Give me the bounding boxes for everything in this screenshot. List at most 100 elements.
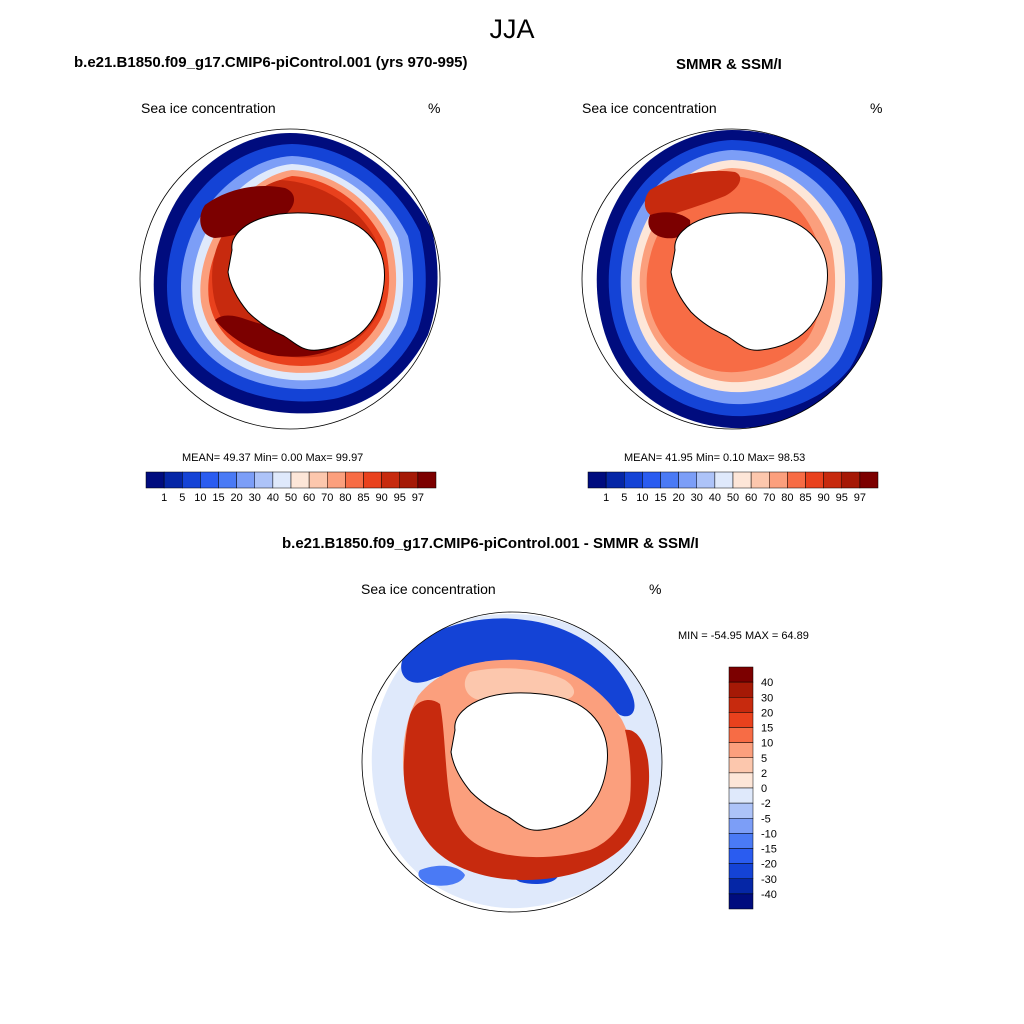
panel-3-colorbar-tick-label: -15: [761, 844, 777, 856]
panel-1-colorbar-tick-label: 15: [212, 492, 224, 504]
panel-1-colorbar-tick-label: 40: [267, 492, 279, 504]
panel-1-colorbar-swatch: [163, 471, 183, 489]
panel-2-colorbar-tick-label: 85: [799, 492, 811, 504]
panel-1-colorbar-swatch: [363, 471, 382, 489]
panel-3-colorbar-swatch: [728, 681, 754, 698]
panel-3-colorbar-swatch: [728, 772, 754, 789]
panel-3-colorbar-swatch: [728, 802, 754, 819]
panel-2-colorbar-tick-label: 70: [763, 492, 775, 504]
panel-2-colorbar-swatch: [642, 471, 661, 489]
panel-1-colorbar-tick-label: 50: [285, 492, 297, 504]
panel-3-title: b.e21.B1850.f09_g17.CMIP6-piControl.001 …: [282, 535, 699, 552]
panel-2-colorbar-swatch: [732, 471, 752, 489]
panel-2-colorbar-swatch: [841, 471, 861, 489]
panel-1-variable-label: Sea ice concentration: [141, 100, 276, 116]
panel-1-colorbar-tick-label: 70: [321, 492, 333, 504]
panel-3-units-label: %: [649, 581, 662, 597]
panel-2-colorbar: 1 5 10 15 20 30 40 50 60 70 80 85 90 95 97: [587, 471, 879, 504]
panel-2-colorbar-swatch: [787, 471, 806, 489]
panel-3-variable-label: Sea ice concentration: [361, 581, 496, 597]
panel-1-colorbar-tick-label: 80: [339, 492, 351, 504]
panel-3-stats: MIN = -54.95 MAX = 64.89: [678, 630, 809, 642]
panel-1-colorbar-swatch: [308, 471, 328, 489]
panel-2-colorbar-tick-label: 1: [603, 492, 609, 504]
panel-1-colorbar-swatch: [290, 471, 310, 489]
panel-1-colorbar-tick-label: 10: [194, 492, 206, 504]
panel-2-colorbar-tick-label: 5: [621, 492, 627, 504]
panel-3-colorbar-swatch: [728, 757, 754, 774]
panel-3-colorbar-tick-label: -30: [761, 874, 777, 886]
panel-3-colorbar-tick-label: 5: [761, 753, 767, 765]
panel-3-colorbar-tick-label: 20: [761, 707, 773, 719]
panel-1-colorbar-tick-label: 1: [161, 492, 167, 504]
main-title: JJA: [489, 14, 535, 44]
panel-2-colorbar-swatch: [805, 471, 824, 489]
panel-1-title: b.e21.B1850.f09_g17.CMIP6-piControl.001 …: [74, 54, 468, 71]
panel-3-colorbar-swatch: [728, 697, 754, 713]
panel-2-stats: MEAN= 41.95 Min= 0.10 Max= 98.53: [624, 452, 806, 464]
panel-3-colorbar-tick-label: -40: [761, 889, 777, 901]
panel-2-colorbar-tick-label: 15: [654, 492, 666, 504]
panel-1-colorbar-tick-label: 60: [303, 492, 315, 504]
panel-3-colorbar-swatch: [728, 727, 754, 743]
panel-1-colorbar-tick-label: 85: [357, 492, 369, 504]
panel-2-colorbar-swatch: [750, 471, 770, 489]
panel-2-colorbar-swatch: [624, 471, 643, 489]
panel-3-colorbar-swatch: [728, 787, 754, 804]
panel-3-colorbar-tick-label: -20: [761, 859, 777, 871]
panel-1-colorbar-tick-label: 20: [231, 492, 243, 504]
panel-2-colorbar-swatch: [605, 471, 625, 489]
panel-2-variable-label: Sea ice concentration: [582, 100, 717, 116]
panel-2-colorbar-tick-label: 97: [854, 492, 866, 504]
panel-2-map: [581, 128, 883, 430]
panel-3-colorbar-tick-label: 15: [761, 723, 773, 735]
panel-2-colorbar-swatch: [587, 471, 607, 489]
panel-1-colorbar-swatch: [399, 471, 419, 489]
panel-2-colorbar-tick-label: 50: [727, 492, 739, 504]
panel-1-colorbar-swatch: [145, 471, 165, 489]
panel-2-title: SMMR & SSM/I: [676, 56, 782, 73]
panel-3-colorbar-swatch: [728, 742, 754, 758]
panel-2-units-label: %: [870, 100, 883, 116]
panel-2-colorbar-swatch: [678, 471, 697, 489]
panel-1-colorbar-swatch: [236, 471, 255, 489]
panel-3-colorbar-tick-label: -5: [761, 813, 771, 825]
panel-1-colorbar-tick-label: 90: [376, 492, 388, 504]
panel-1-colorbar-tick-label: 97: [412, 492, 424, 504]
panel-2-colorbar-swatch: [823, 471, 842, 489]
panel-1-colorbar-tick-label: 30: [249, 492, 261, 504]
panel-3-map: [361, 611, 663, 913]
panel-1-colorbar-swatch: [327, 471, 346, 489]
panel-1-colorbar-swatch: [218, 471, 237, 489]
panel-2-colorbar-swatch: [696, 471, 716, 489]
panel-1-stats: MEAN= 49.37 Min= 0.00 Max= 99.97: [182, 452, 364, 464]
panel-2-colorbar-tick-label: 60: [745, 492, 757, 504]
panel-2-colorbar-tick-label: 20: [673, 492, 685, 504]
panel-1-map: [139, 128, 441, 430]
panel-1-units-label: %: [428, 100, 441, 116]
panel-1-colorbar: 1 5 10 15 20 30 40 50 60 70 80 85 90 95 97: [145, 471, 437, 504]
panel-3-colorbar-tick-label: 30: [761, 692, 773, 704]
panel-1-colorbar-swatch: [417, 471, 437, 489]
panel-3-colorbar-tick-label: 10: [761, 738, 773, 750]
panel-1-colorbar-swatch: [381, 471, 400, 489]
panel-1-colorbar-tick-label: 95: [394, 492, 406, 504]
panel-2-colorbar-tick-label: 10: [636, 492, 648, 504]
panel-1-colorbar-swatch: [272, 471, 292, 489]
panel-2-colorbar-tick-label: 95: [836, 492, 848, 504]
panel-3-colorbar-tick-label: 2: [761, 768, 767, 780]
panel-3-colorbar-swatch: [728, 712, 754, 728]
panel-3-colorbar-tick-label: 40: [761, 677, 773, 689]
panel-1-colorbar-swatch: [254, 471, 274, 489]
panel-2-colorbar-swatch: [714, 471, 734, 489]
panel-3-colorbar-swatch: [728, 848, 754, 864]
panel-3-colorbar-tick-label: -10: [761, 828, 777, 840]
panel-3-colorbar-swatch: [728, 878, 754, 895]
panel-1-colorbar-tick-label: 5: [179, 492, 185, 504]
panel-2-colorbar-tick-label: 40: [709, 492, 721, 504]
panel-3-colorbar-tick-label: -2: [761, 798, 771, 810]
panel-3-colorbar-swatch: [728, 818, 754, 834]
panel-1-colorbar-swatch: [200, 471, 219, 489]
